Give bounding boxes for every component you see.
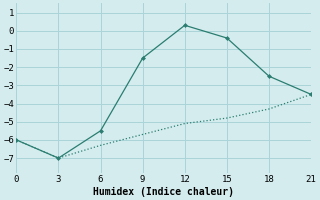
X-axis label: Humidex (Indice chaleur): Humidex (Indice chaleur) [93,186,234,197]
